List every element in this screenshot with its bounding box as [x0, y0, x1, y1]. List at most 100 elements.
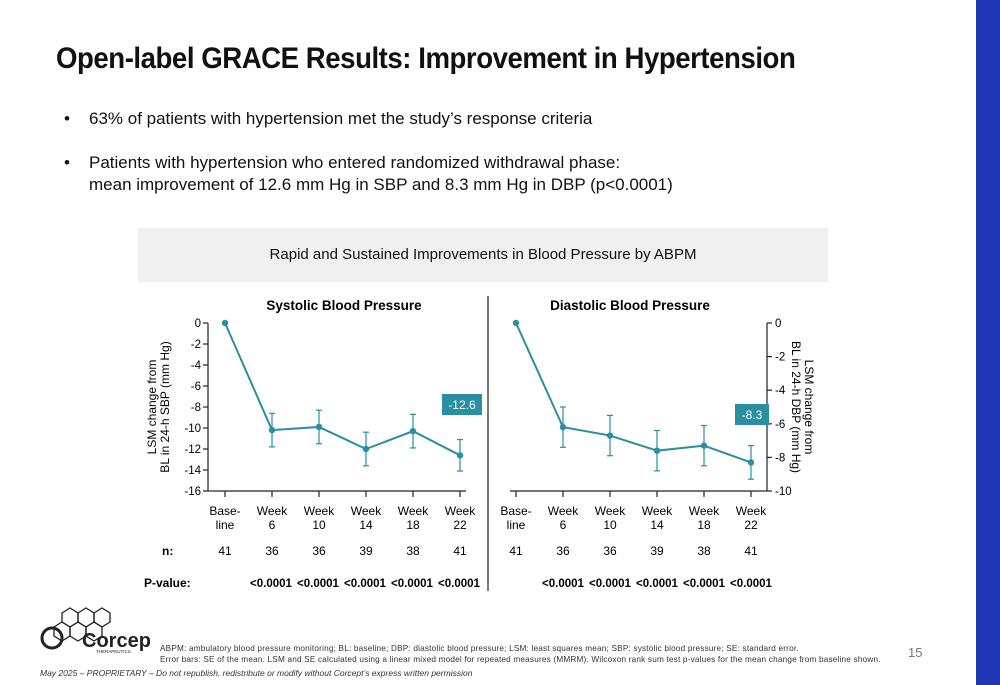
- n-value: 41: [453, 544, 467, 558]
- data-point: [653, 447, 661, 454]
- y-tick-label: -10: [184, 423, 201, 435]
- y-tick-label: -4: [775, 385, 786, 397]
- p-value: <0.0001: [250, 578, 292, 590]
- n-value: 36: [603, 544, 617, 558]
- footnote-line: ABPM: ambulatory blood pressure monitori…: [160, 644, 799, 653]
- x-tick-label: 6: [269, 518, 276, 532]
- series-line: [224, 322, 461, 457]
- x-tick-label: Week: [304, 504, 335, 518]
- y-tick-label: -2: [775, 352, 785, 364]
- p-value: <0.0001: [589, 578, 631, 590]
- p-value: <0.0001: [344, 578, 386, 590]
- value-callout-box: [735, 404, 769, 425]
- n-value: 39: [650, 544, 664, 558]
- n-value: 36: [265, 544, 279, 558]
- y-tick-label: -6: [775, 419, 785, 431]
- data-point: [559, 423, 567, 431]
- data-point: [221, 319, 229, 327]
- y-tick-label: -14: [184, 465, 201, 477]
- x-tick-label: Week: [642, 504, 673, 518]
- svg-text:Corcept: Corcept: [82, 630, 150, 652]
- chart-panel-header: Rapid and Sustained Improvements in Bloo…: [138, 228, 828, 282]
- data-point: [315, 423, 323, 431]
- blood-pressure-chart: Systolic Blood Pressure 0 -2 -4 -6 -8 -10 -12 -1…: [144, 296, 816, 591]
- n-value: 36: [312, 544, 326, 558]
- slide-title: Open-label GRACE Results: Improvement in…: [56, 42, 796, 75]
- p-value: <0.0001: [542, 578, 584, 590]
- value-callout-label: -12.6: [448, 398, 476, 412]
- x-tick-label: 18: [406, 518, 420, 532]
- x-tick-label: Week: [257, 504, 288, 518]
- y-tick-label: -16: [184, 486, 201, 498]
- y-tick-label: -4: [191, 360, 202, 372]
- x-tick-label: Week: [445, 504, 476, 518]
- page-number: 15: [908, 645, 923, 660]
- x-tick-label: 18: [697, 518, 711, 532]
- p-value-row-label: P-value:: [144, 576, 191, 590]
- p-value: <0.0001: [683, 578, 725, 590]
- x-tick-label: 10: [312, 518, 326, 532]
- value-callout-label: -8.3: [742, 408, 763, 422]
- n-value: 41: [509, 544, 523, 558]
- bullet-text: Patients with hypertension who entered r…: [89, 153, 621, 172]
- x-tick-label: Week: [595, 504, 626, 518]
- footnote-line: Error bars: SE of the mean. LSM and SE c…: [160, 655, 881, 664]
- value-callout-box: [442, 394, 482, 415]
- x-tick-label: Week: [548, 504, 579, 518]
- x-tick-label: Week: [398, 504, 429, 518]
- p-value: <0.0001: [391, 578, 433, 590]
- x-tick-label: Base-: [209, 504, 240, 518]
- data-point: [268, 426, 276, 434]
- bullet-dot: •: [64, 153, 70, 172]
- n-row-label: n:: [162, 544, 173, 558]
- chart-title: Systolic Blood Pressure: [266, 298, 422, 313]
- bullet-text: mean improvement of 12.6 mm Hg in SBP an…: [89, 175, 673, 194]
- corcept-logo: Corcept THERAPEUTICS: [40, 607, 150, 654]
- series-line: [515, 322, 752, 464]
- y-tick-label: 0: [195, 318, 201, 330]
- chart-panel-title: Rapid and Sustained Improvements in Bloo…: [269, 246, 697, 263]
- bullet-item: • 63% of patients with hypertension met …: [64, 108, 884, 130]
- n-value: 36: [556, 544, 570, 558]
- data-point: [747, 459, 755, 466]
- bullet-item: • Patients with hypertension who entered…: [64, 152, 884, 196]
- x-tick-label: 22: [453, 518, 467, 532]
- x-tick-label: 6: [560, 518, 567, 532]
- data-point: [606, 432, 614, 439]
- n-value: 38: [406, 544, 420, 558]
- x-tick-label: 22: [744, 518, 758, 532]
- data-point: [409, 427, 417, 435]
- data-point: [362, 445, 370, 453]
- accent-side-bar: [976, 0, 1000, 685]
- y-axis-title: LSM change fromBL in 24-h DBP (mm Hg): [789, 341, 816, 473]
- y-tick-label: -10: [775, 486, 792, 498]
- p-value: <0.0001: [730, 578, 772, 590]
- p-value: <0.0001: [636, 578, 678, 590]
- bullet-list: • 63% of patients with hypertension met …: [64, 108, 884, 218]
- x-tick-label: 10: [603, 518, 617, 532]
- x-tick-label: Base-: [500, 504, 531, 518]
- n-value: 38: [697, 544, 711, 558]
- x-tick-label: 14: [359, 518, 373, 532]
- x-tick-label: 14: [650, 518, 664, 532]
- bullet-dot: •: [64, 109, 70, 128]
- data-point: [512, 319, 520, 327]
- svg-text:THERAPEUTICS: THERAPEUTICS: [96, 649, 131, 654]
- n-value: 39: [359, 544, 373, 558]
- y-tick-label: 0: [775, 318, 781, 330]
- y-tick-label: -8: [775, 452, 785, 464]
- p-value: <0.0001: [438, 578, 480, 590]
- footnote: ABPM: ambulatory blood pressure monitori…: [160, 643, 881, 665]
- x-tick-label: line: [216, 518, 235, 532]
- x-tick-label: line: [507, 518, 526, 532]
- bullet-text: 63% of patients with hypertension met th…: [89, 109, 593, 128]
- y-tick-label: -6: [191, 381, 201, 393]
- n-value: 41: [218, 544, 232, 558]
- data-point: [700, 442, 708, 449]
- y-axis-title: LSM change fromBL in 24-h SBP (mm Hg): [145, 341, 172, 472]
- p-value: <0.0001: [297, 578, 339, 590]
- x-tick-label: Week: [689, 504, 720, 518]
- x-tick-label: Week: [351, 504, 382, 518]
- data-point: [456, 452, 464, 459]
- disclaimer: May 2025 – PROPRIETARY – Do not republis…: [40, 668, 473, 678]
